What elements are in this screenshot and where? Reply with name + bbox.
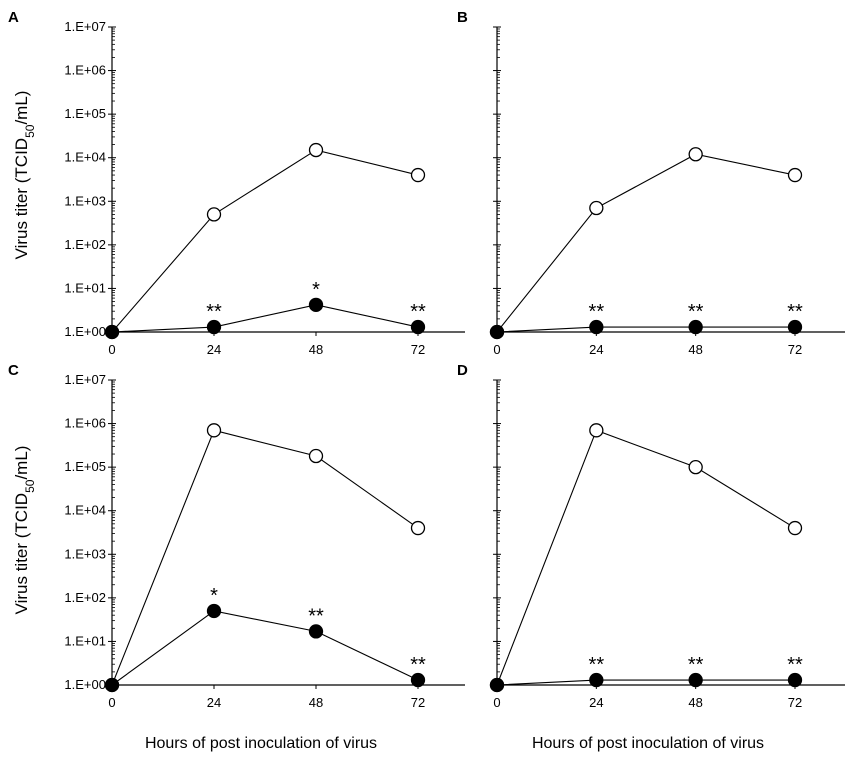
series-line-open-circle: [111, 149, 419, 333]
data-point-open-circle: [410, 167, 426, 183]
significance-marker: **: [589, 301, 605, 323]
y-tick-label: 1.E+00: [64, 324, 106, 339]
y-tick-label: 1.E+04: [64, 503, 106, 518]
x-tick-label: 48: [688, 342, 702, 357]
data-point-open-circle: [787, 167, 803, 183]
data-point-open-circle: [206, 423, 222, 438]
y-tick-label: 1.E+07: [64, 19, 106, 34]
panel-letter: A: [8, 9, 19, 26]
data-point-filled-circle: [308, 624, 324, 639]
panel-b: B 0 24 48 72 ** ** **: [457, 9, 845, 357]
significance-marker: *: [312, 279, 320, 301]
data-point-filled-circle: [104, 677, 120, 693]
x-tick-label: 72: [411, 695, 425, 710]
data-point-filled-circle: [410, 672, 426, 688]
data-point-filled-circle: [489, 677, 505, 693]
significance-marker: **: [688, 654, 704, 676]
significance-marker: **: [410, 301, 426, 323]
data-point-filled-circle: [589, 672, 604, 688]
x-tick-label: 48: [309, 695, 323, 710]
data-point-open-circle: [410, 520, 426, 536]
x-tick-label: 24: [589, 695, 603, 710]
significance-marker: **: [410, 654, 426, 676]
x-tick-label: 24: [589, 342, 603, 357]
data-point-filled-circle: [688, 672, 703, 688]
panel-letter: C: [8, 362, 19, 379]
y-tick-label: 1.E+03: [64, 193, 106, 208]
x-tick-label: 0: [108, 342, 115, 357]
series-line-filled-circle: [111, 610, 419, 686]
y-tick-label: 1.E+02: [64, 237, 106, 252]
data-point-filled-circle: [787, 672, 803, 688]
significance-marker: **: [688, 301, 704, 323]
data-point-open-circle: [589, 423, 604, 438]
data-point-open-circle: [589, 200, 604, 216]
significance-marker: **: [308, 605, 324, 627]
data-point-open-circle: [787, 520, 803, 536]
data-point-open-circle: [688, 459, 703, 475]
data-point-filled-circle: [688, 319, 703, 335]
significance-marker: **: [787, 654, 803, 676]
series-line-filled-circle: [111, 304, 419, 333]
data-point-filled-circle: [308, 297, 324, 312]
y-axis-title-bottom: Virus titer (TCID50/mL): [12, 446, 37, 615]
panel-d: D 0 24 48 72 ** ** **: [457, 362, 845, 710]
series-line-filled-circle: [496, 679, 795, 686]
series-line-open-circle: [111, 429, 419, 686]
data-point-filled-circle: [206, 319, 222, 335]
data-point-filled-circle: [489, 324, 505, 340]
significance-marker: **: [589, 654, 605, 676]
x-tick-label: 48: [688, 695, 702, 710]
significance-marker: **: [206, 301, 222, 323]
x-axis-title-right: Hours of post inoculation of virus: [532, 735, 764, 752]
y-axis-title-top: Virus titer (TCID50/mL): [12, 91, 37, 260]
y-tick-label: 1.E+06: [64, 416, 106, 431]
significance-marker: *: [210, 585, 218, 607]
y-tick-label: 1.E+04: [64, 150, 106, 165]
panel-a: A 1.E+00 1.E+01 1.E+02 1.E+03 1.E+04 1.E+05 1.E…: [8, 9, 465, 357]
panel-letter: B: [457, 9, 468, 26]
y-tick-label: 1.E+07: [64, 372, 106, 387]
x-tick-label: 0: [108, 695, 115, 710]
y-tick-label: 1.E+02: [64, 590, 106, 605]
data-point-open-circle: [206, 207, 222, 222]
data-point-filled-circle: [410, 319, 426, 335]
data-point-filled-circle: [104, 324, 120, 340]
x-tick-label: 72: [788, 695, 802, 710]
x-tick-label: 0: [493, 342, 500, 357]
chart-panels: A 1.E+00 1.E+01 1.E+02 1.E+03 1.E+04 1.E+05 1.E…: [8, 9, 845, 710]
y-tick-label: 1.E+00: [64, 677, 106, 692]
y-tick-label: 1.E+01: [64, 280, 106, 295]
x-tick-label: 72: [411, 342, 425, 357]
data-point-filled-circle: [589, 319, 604, 335]
x-tick-label: 24: [207, 695, 221, 710]
panel-letter: D: [457, 362, 468, 379]
significance-marker: **: [787, 301, 803, 323]
y-tick-label: 1.E+06: [64, 63, 106, 78]
series-line-open-circle: [496, 153, 796, 333]
y-tick-label: 1.E+05: [64, 459, 106, 474]
x-tick-label: 0: [493, 695, 500, 710]
y-tick-label: 1.E+03: [64, 546, 106, 561]
y-tick-label: 1.E+05: [64, 106, 106, 121]
x-tick-label: 72: [788, 342, 802, 357]
data-point-open-circle: [688, 147, 703, 162]
x-axis-title-left: Hours of post inoculation of virus: [145, 735, 377, 752]
data-point-open-circle: [308, 142, 324, 158]
series-line-filled-circle: [496, 326, 795, 333]
data-point-filled-circle: [206, 603, 222, 619]
x-tick-label: 24: [207, 342, 221, 357]
panel-c: C 1.E+00 1.E+01 1.E+02 1.E+03 1.E+04 1.E+05 1.E…: [8, 362, 465, 710]
series-line-open-circle: [496, 429, 796, 686]
data-point-filled-circle: [787, 319, 803, 335]
y-tick-label: 1.E+01: [64, 633, 106, 648]
data-point-open-circle: [308, 448, 324, 464]
x-tick-label: 48: [309, 342, 323, 357]
